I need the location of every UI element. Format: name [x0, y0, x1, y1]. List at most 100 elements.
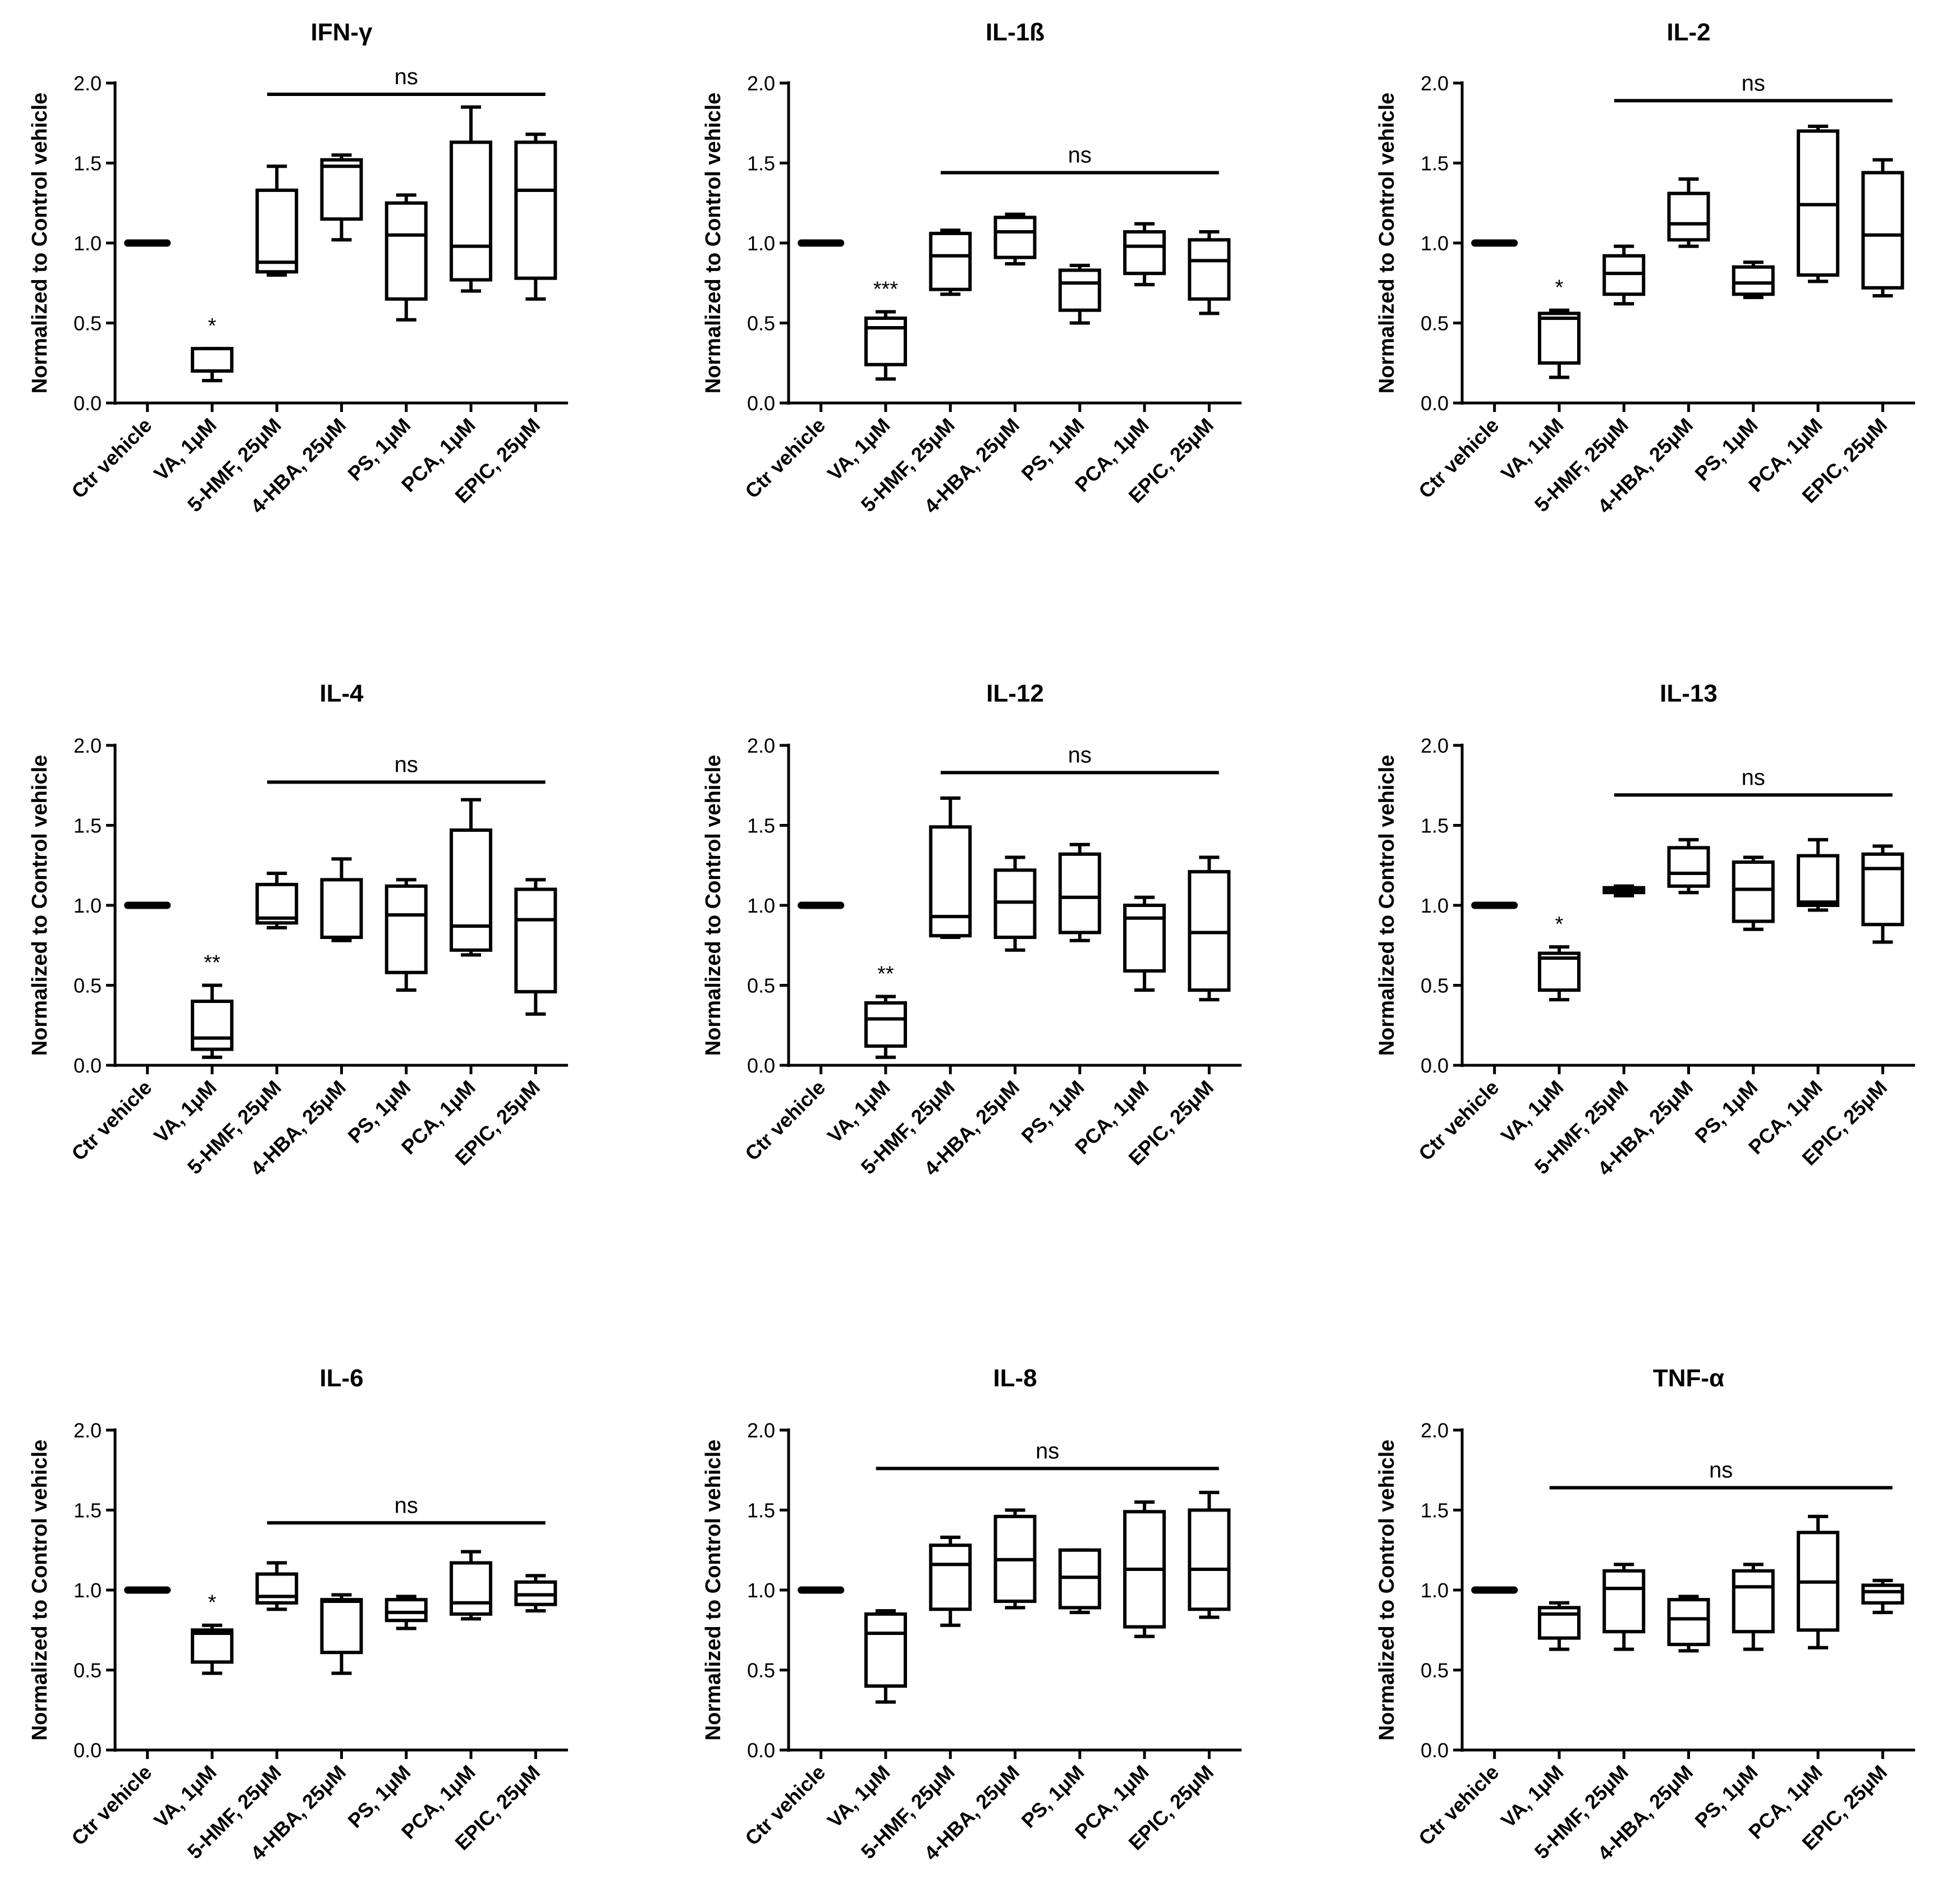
y-tick-label: 1.0: [1421, 1579, 1449, 1602]
box-plot: [929, 796, 972, 939]
y-tick-label: 1.0: [74, 894, 102, 917]
box-plot: [1732, 260, 1775, 299]
panel: IL-12 Normalized to Control vehicle 0.0 0.5…: [702, 680, 1242, 1180]
box-plot: [1732, 1563, 1775, 1651]
y-tick-label: 2.0: [747, 1419, 775, 1442]
box-plot: [864, 310, 907, 381]
y-tick-label: 0.0: [747, 1739, 775, 1762]
y-tick-label: 2.0: [74, 72, 102, 95]
significance-label: *: [1555, 276, 1564, 300]
box-plot: [514, 1574, 557, 1613]
y-tick-label: 0.0: [1421, 392, 1449, 415]
y-tick-label: 0.5: [74, 974, 102, 997]
panel-title: TNF-α: [1653, 1364, 1724, 1392]
box-plot: [1861, 1578, 1904, 1614]
ns-bar-label: ns: [1709, 1458, 1733, 1483]
ns-bar-label: ns: [395, 1493, 418, 1518]
box-plot: [1667, 177, 1710, 248]
panel: IL-2 Normalized to Control vehicle 0.0 0.5 1…: [1375, 19, 1915, 518]
y-tick-label: 1.0: [1421, 232, 1449, 255]
y-tick-label: 1.5: [747, 1499, 775, 1522]
x-tick-label: Ctr vehicle: [740, 414, 830, 503]
ns-bar-label: ns: [1068, 143, 1092, 168]
significance-label: *: [1555, 913, 1564, 936]
box-plot: [993, 212, 1037, 266]
panel: IL-8 Normalized to Control vehicle 0.0 0.5 1…: [702, 1364, 1242, 1865]
y-tick-label: 2.0: [1421, 1419, 1449, 1442]
x-tick-label: Ctr vehicle: [1414, 414, 1503, 503]
y-tick-label: 1.5: [747, 814, 775, 837]
y-tick-label: 1.5: [1421, 1499, 1449, 1522]
y-tick-label: 1.5: [74, 1499, 102, 1522]
box-rect: [514, 140, 557, 280]
box-plot: [255, 872, 299, 929]
box-rect: [1602, 1569, 1646, 1634]
box-plot: [1537, 945, 1581, 1002]
y-axis-label: Normalized to Control vehicle: [1375, 1440, 1399, 1740]
box-rect: [255, 1572, 299, 1605]
y-tick-label: 1.5: [74, 814, 102, 837]
y-tick-label: 0.5: [1421, 312, 1449, 335]
box-plot: [1602, 1563, 1646, 1651]
box-rect: [320, 158, 363, 221]
box-rect: [190, 1628, 233, 1664]
box-rect: [450, 828, 493, 952]
y-tick-label: 1.0: [747, 1579, 775, 1602]
y-tick-label: 2.0: [747, 72, 775, 95]
panel-title: IFN-γ: [311, 19, 373, 46]
box-plot: [190, 983, 233, 1059]
y-tick-label: 1.0: [74, 232, 102, 255]
ns-bar-label: ns: [395, 65, 418, 89]
box-plot: [384, 878, 428, 992]
box-plot: [1667, 838, 1710, 895]
y-tick-label: 0.0: [74, 1739, 102, 1762]
panel: IFN-γ Normalized to Control vehicle 0.0 0.5…: [28, 19, 568, 518]
y-axis-label: Normalized to Control vehicle: [1375, 93, 1399, 393]
box-plot: [1602, 244, 1646, 306]
box-rect: [384, 1598, 428, 1623]
box-plot: [514, 132, 557, 301]
box-plot: [450, 798, 493, 957]
box-plot: [993, 1508, 1037, 1610]
y-tick-label: 0.0: [1421, 1739, 1449, 1762]
box-plot: [864, 1609, 907, 1704]
box-rect: [1537, 312, 1581, 365]
box-rect: [929, 231, 972, 291]
panel: IL-13 Normalized to Control vehicle 0.0 0.5…: [1375, 680, 1915, 1180]
y-tick-label: 1.0: [747, 894, 775, 917]
y-tick-label: 0.0: [74, 392, 102, 415]
box-plot: [1058, 263, 1101, 325]
box-plot: [1602, 884, 1646, 897]
panel-title: IL-12: [986, 680, 1044, 707]
box-rect: [1667, 846, 1710, 888]
y-tick-label: 0.0: [747, 1054, 775, 1077]
box-rect: [864, 316, 907, 367]
x-tick-label: Ctr vehicle: [67, 1761, 156, 1850]
box-plot: [1123, 895, 1166, 992]
box-plot: [1123, 1500, 1166, 1638]
box-rect: [1732, 860, 1775, 923]
box-rect: [1732, 265, 1775, 296]
significance-label: *: [208, 1591, 217, 1615]
box-rect: [1123, 904, 1166, 973]
x-tick-label: Ctr vehicle: [740, 1761, 830, 1850]
box-rect: [255, 188, 299, 274]
box-rect: [190, 1000, 233, 1051]
box-rect: [514, 887, 557, 993]
box-plot: [993, 855, 1037, 952]
x-tick-label: Ctr vehicle: [67, 414, 156, 503]
box-rect: [190, 347, 233, 373]
ns-bar-label: ns: [1742, 765, 1765, 790]
box-rect: [384, 201, 428, 301]
panel-title: IL-6: [319, 1364, 363, 1392]
y-tick-label: 0.5: [747, 1659, 775, 1682]
box-rect: [320, 1598, 363, 1655]
box-rect: [384, 884, 428, 974]
ns-bar-label: ns: [395, 753, 418, 777]
box-plot: [1797, 838, 1840, 912]
ns-bar-label: ns: [1742, 71, 1765, 95]
significance-label: **: [877, 962, 894, 986]
box-plot: [384, 193, 428, 322]
x-tick-label: Ctr vehicle: [67, 1076, 156, 1165]
y-tick-label: 0.5: [1421, 974, 1449, 997]
